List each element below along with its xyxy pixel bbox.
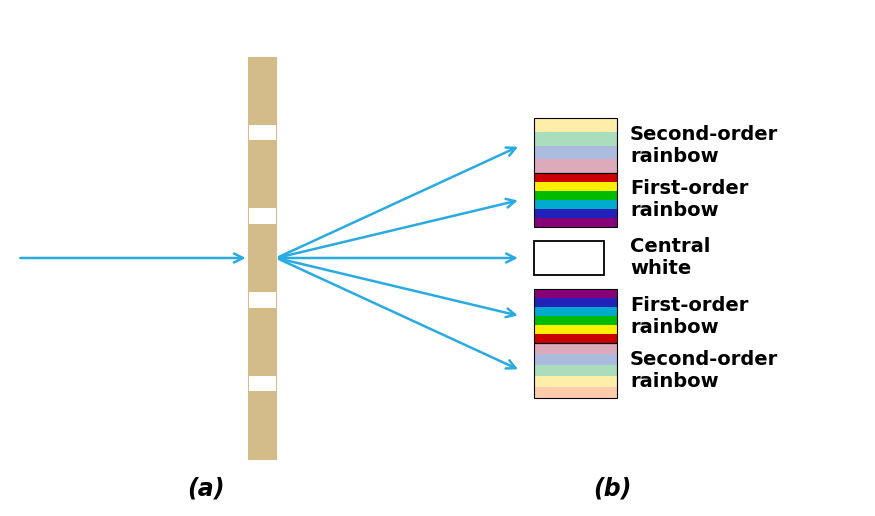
Bar <box>534 146 617 159</box>
Bar <box>534 289 617 343</box>
Bar <box>534 173 617 227</box>
Bar <box>534 132 617 146</box>
Bar <box>248 57 276 459</box>
Bar <box>534 343 617 354</box>
Bar <box>248 57 276 125</box>
Bar <box>248 292 276 308</box>
Bar <box>534 173 617 182</box>
Text: First-order
rainbow: First-order rainbow <box>630 180 748 220</box>
Bar <box>534 119 617 132</box>
Bar <box>248 140 276 208</box>
Text: (a): (a) <box>187 476 224 501</box>
Bar <box>534 365 617 376</box>
Bar <box>534 119 617 173</box>
Bar <box>534 376 617 386</box>
Bar <box>534 316 617 325</box>
Bar <box>534 307 617 316</box>
Bar <box>534 386 617 397</box>
Bar <box>248 308 276 376</box>
Bar <box>534 200 617 209</box>
Bar <box>534 334 617 343</box>
Text: Second-order
rainbow: Second-order rainbow <box>630 125 778 166</box>
Bar <box>534 343 617 397</box>
Bar <box>534 354 617 365</box>
Text: First-order
rainbow: First-order rainbow <box>630 296 748 336</box>
Bar <box>534 218 617 227</box>
Bar <box>534 209 617 218</box>
Bar <box>534 298 617 307</box>
Bar <box>534 159 617 173</box>
Bar <box>534 289 617 298</box>
Text: Central
white: Central white <box>630 237 711 279</box>
Text: (b): (b) <box>593 476 632 501</box>
Bar <box>534 241 604 275</box>
Bar <box>534 325 617 334</box>
Bar <box>248 125 276 140</box>
Bar <box>534 191 617 200</box>
Bar <box>248 224 276 292</box>
Bar <box>248 376 276 391</box>
Bar <box>248 391 276 459</box>
Bar <box>248 208 276 224</box>
Bar <box>534 182 617 191</box>
Text: Second-order
rainbow: Second-order rainbow <box>630 350 778 391</box>
